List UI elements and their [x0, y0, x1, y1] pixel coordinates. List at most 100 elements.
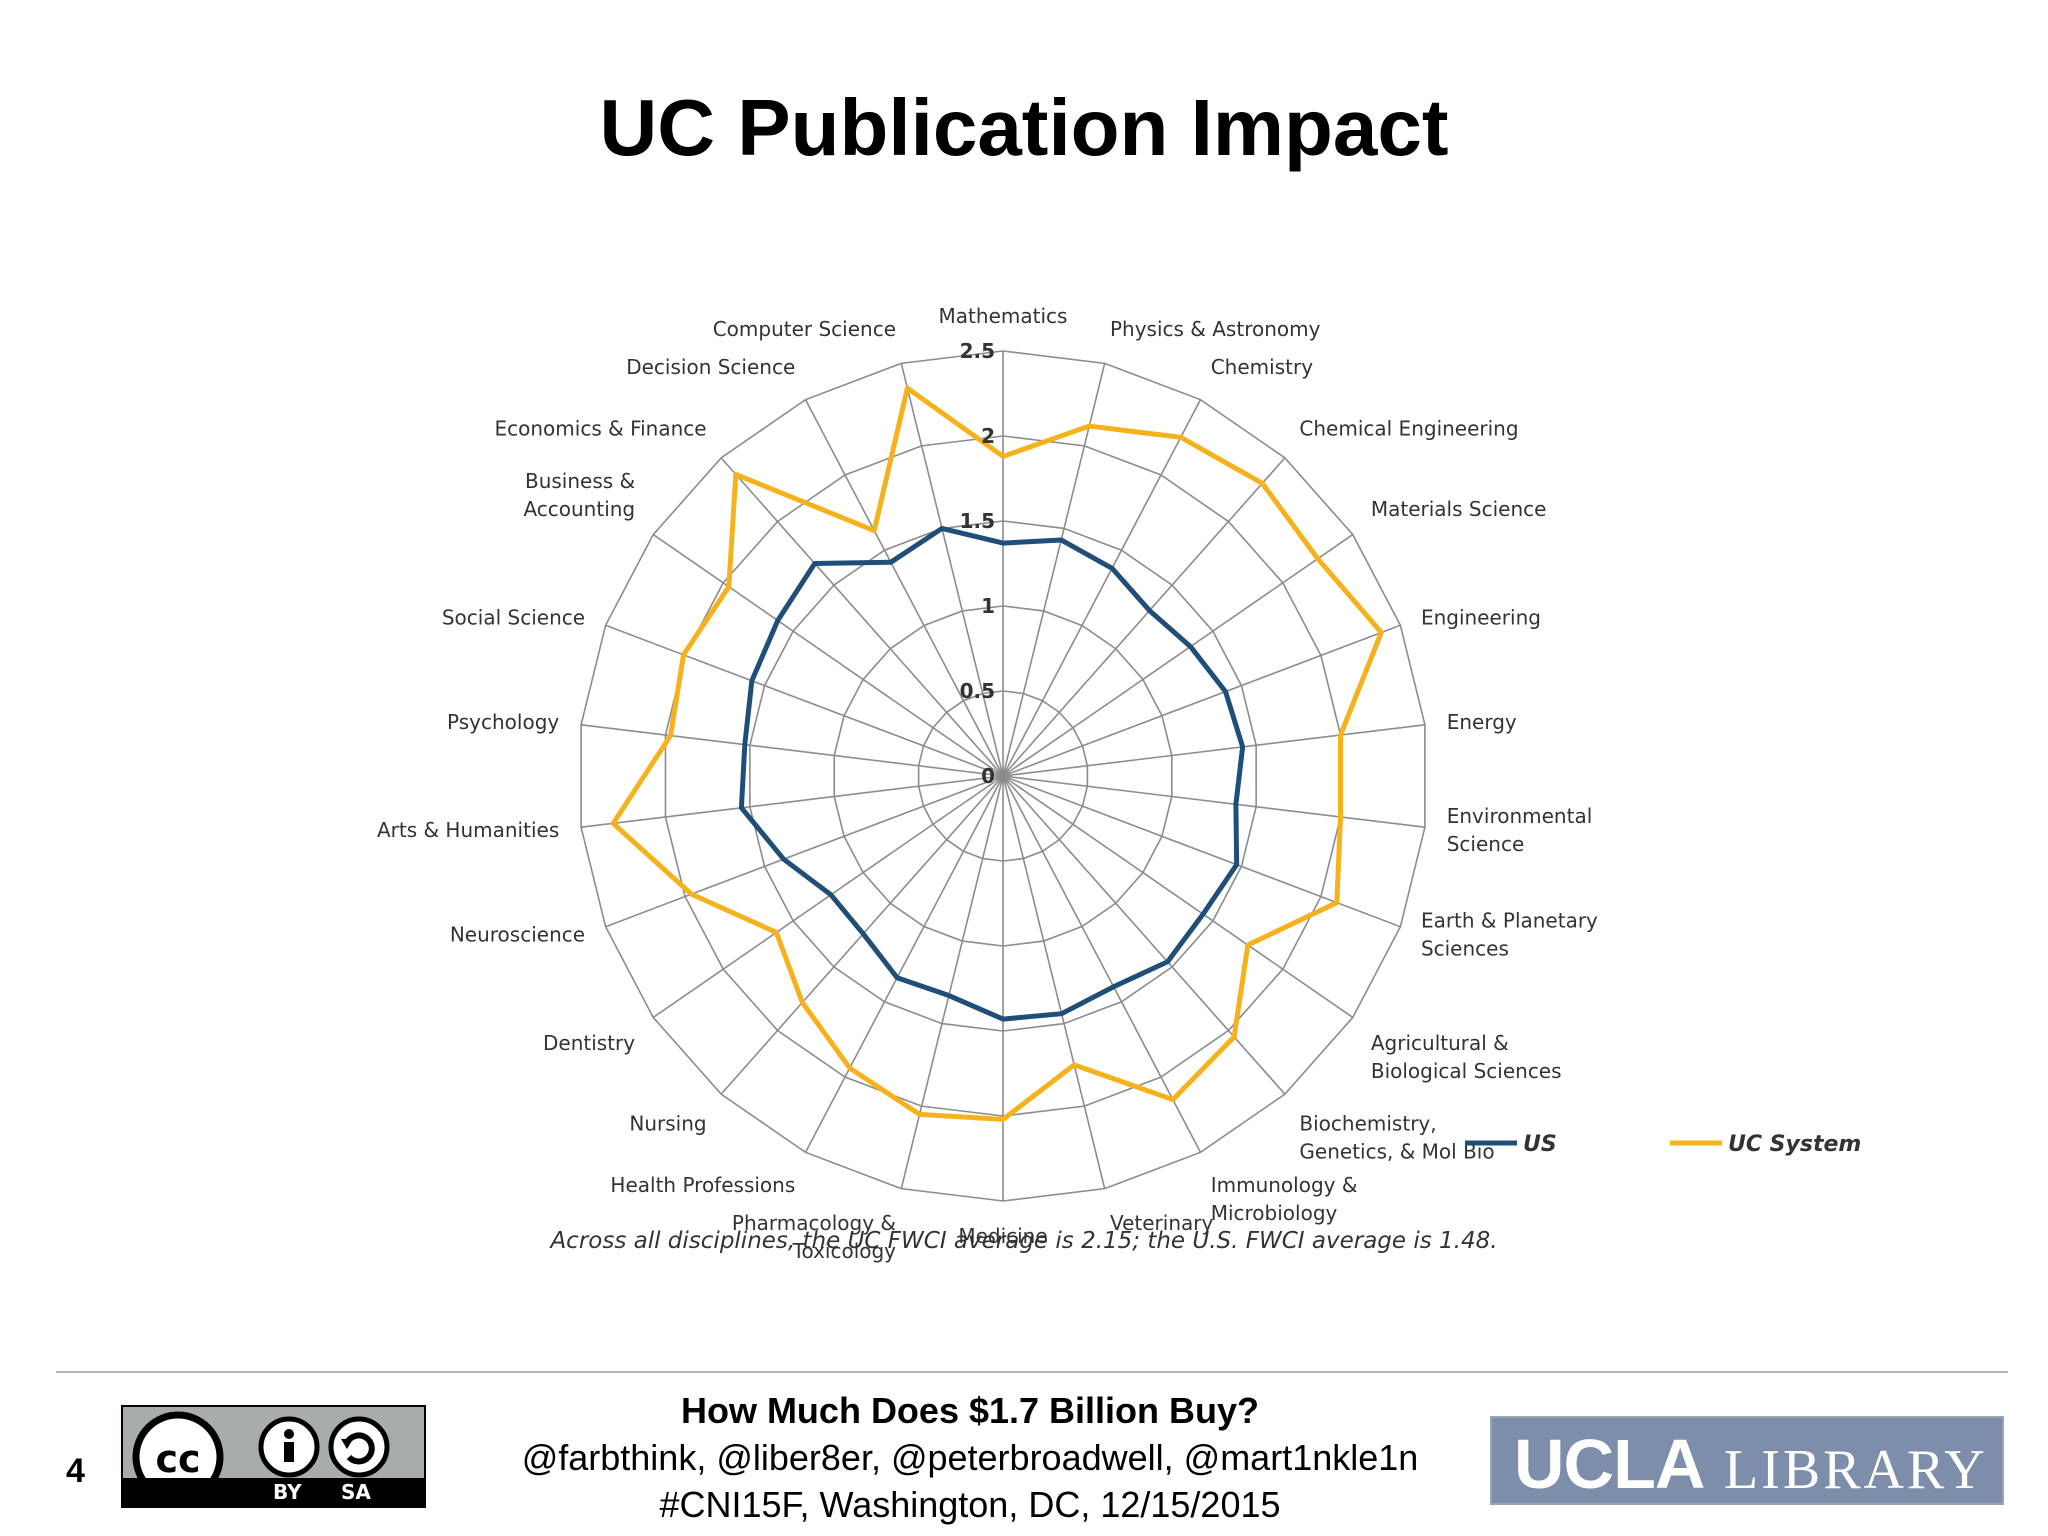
tick-label-4: 2	[981, 424, 995, 448]
series-1-point-16	[801, 1001, 803, 1003]
grid-spoke-10	[1002, 775, 1286, 1095]
series-1-point-23	[735, 473, 737, 475]
grid-spoke-18	[605, 775, 1004, 928]
series-0-point-23	[814, 562, 816, 564]
series-0-point-24	[890, 561, 892, 563]
category-label-0: Mathematics	[939, 304, 1068, 328]
series-0-point-2	[1111, 567, 1113, 569]
series-1-point-0	[1002, 455, 1004, 457]
series-0-point-25	[941, 527, 943, 529]
category-label-8: Earth & Planetary Sciences	[1421, 909, 1598, 961]
footer-handles: @farbthink, @liber8er, @peterbroadwell, …	[521, 1437, 1419, 1478]
series-1-point-8	[1336, 902, 1338, 904]
chart-category-labels: Mathematics Physics & Astronomy Chemistry C…	[377, 304, 1598, 1263]
grid-spoke-5	[1002, 624, 1401, 777]
grid-spoke-1	[1002, 363, 1106, 777]
series-0-point-19	[740, 807, 742, 809]
series-1-point-12	[1073, 1064, 1075, 1066]
grid-spoke-23	[720, 457, 1004, 777]
tick-label-1: 0.5	[960, 679, 995, 703]
series-0-point-13	[1002, 1018, 1004, 1020]
category-label-5: Engineering	[1421, 605, 1541, 629]
tick-label-5: 2.5	[960, 339, 995, 363]
tick-label-2: 1	[981, 594, 995, 618]
series-1-point-21	[683, 654, 685, 656]
category-label-21: Social Science	[442, 605, 585, 629]
grid-spoke-9	[1002, 775, 1354, 1019]
category-label-10: Biochemistry, Genetics, & Mol Bio	[1299, 1112, 1494, 1164]
category-label-3: Chemical Engineering	[1299, 416, 1518, 440]
grid-spoke-6	[1002, 723, 1425, 777]
series-0-point-7	[1235, 803, 1237, 805]
series-1-point-25	[906, 387, 908, 389]
series-0-point-3	[1149, 610, 1151, 612]
category-label-16: Nursing	[629, 1112, 706, 1136]
series-1-point-15	[849, 1067, 851, 1069]
cc-license-badge: cc BY SA	[121, 1405, 426, 1508]
series-1-point-18	[690, 893, 692, 895]
grid-spoke-15	[804, 775, 1004, 1153]
category-label-24: Decision Science	[626, 355, 795, 379]
category-label-25: Computer Science	[713, 317, 896, 341]
series-0-point-16	[862, 933, 864, 935]
category-label-17: Dentistry	[543, 1031, 635, 1055]
svg-text:cc: cc	[155, 1437, 200, 1481]
chart-ticks: 0 0.5 1 1.5 2 2.5	[960, 339, 995, 788]
grid-spoke-14	[900, 775, 1004, 1189]
series-1-point-4	[1317, 558, 1319, 560]
chart-caption: Across all disciplines, the UC FWCI aver…	[550, 1228, 1498, 1254]
category-label-9: Agricultural & Biological Sciences	[1371, 1031, 1562, 1083]
series-1-point-14	[919, 1113, 921, 1115]
series-0-point-12	[1061, 1013, 1063, 1015]
series-1-point-10	[1233, 1036, 1235, 1038]
series-1-point-19	[612, 822, 614, 824]
series-0-point-14	[948, 995, 950, 997]
grid-spoke-3	[1002, 457, 1286, 777]
cc-by-label: BY	[273, 1480, 302, 1504]
category-label-2: Chemistry	[1211, 355, 1313, 379]
grid-spoke-2	[1002, 399, 1202, 777]
category-label-23: Economics & Finance	[495, 416, 707, 440]
series-0-point-11	[1113, 986, 1115, 988]
footer-text: How Much Does $1.7 Billion Buy? @farbthi…	[420, 1387, 1520, 1528]
grid-spoke-11	[1002, 775, 1202, 1153]
tick-label-3: 1.5	[960, 509, 995, 533]
series-0-point-6	[1242, 746, 1244, 748]
footer-title: How Much Does $1.7 Billion Buy?	[680, 1390, 1260, 1431]
grid-spoke-25	[900, 363, 1004, 777]
series-0-point-1	[1060, 539, 1062, 541]
series-1-point-3	[1261, 482, 1263, 484]
legend-label-1: UC System	[1728, 1132, 1861, 1157]
grid-spoke-7	[1002, 775, 1425, 829]
category-label-15: Health Professions	[610, 1173, 795, 1197]
series-1-point-13	[1002, 1118, 1004, 1120]
slide-number: 4	[66, 1452, 85, 1490]
series-0-point-20	[744, 744, 746, 746]
series-0-point-5	[1225, 691, 1227, 693]
grid-spoke-20	[581, 723, 1004, 777]
cc-sa-label: SA	[341, 1480, 371, 1504]
category-label-20: Psychology	[447, 710, 559, 734]
tick-label-0: 0	[981, 764, 995, 788]
series-0-point-0	[1002, 542, 1004, 544]
grid-spoke-21	[605, 624, 1004, 777]
series-1-point-5	[1380, 632, 1382, 634]
chart-series	[610, 385, 1384, 1122]
category-label-14: Pharmacology & Toxicology	[732, 1211, 896, 1263]
grid-spoke-4	[1002, 533, 1354, 777]
chart-grid	[580, 350, 1426, 1202]
series-1-point-1	[1088, 425, 1090, 427]
series-1-point-2	[1180, 436, 1182, 438]
series-1-point-17	[775, 931, 777, 933]
legend-label-0: US	[1523, 1132, 1557, 1157]
share-alike-icon	[328, 1416, 390, 1478]
category-label-22: Business & Accounting	[523, 469, 635, 521]
series-0-point-9	[1202, 913, 1204, 915]
slide-title: UC Publication Impact	[599, 83, 1449, 172]
series-1-point-11	[1172, 1099, 1174, 1101]
grid-spoke-24	[804, 399, 1004, 777]
logo-word-ucla: UCLA	[1514, 1425, 1705, 1503]
category-label-1: Physics & Astronomy	[1110, 317, 1321, 341]
series-1-point-22	[728, 586, 730, 588]
